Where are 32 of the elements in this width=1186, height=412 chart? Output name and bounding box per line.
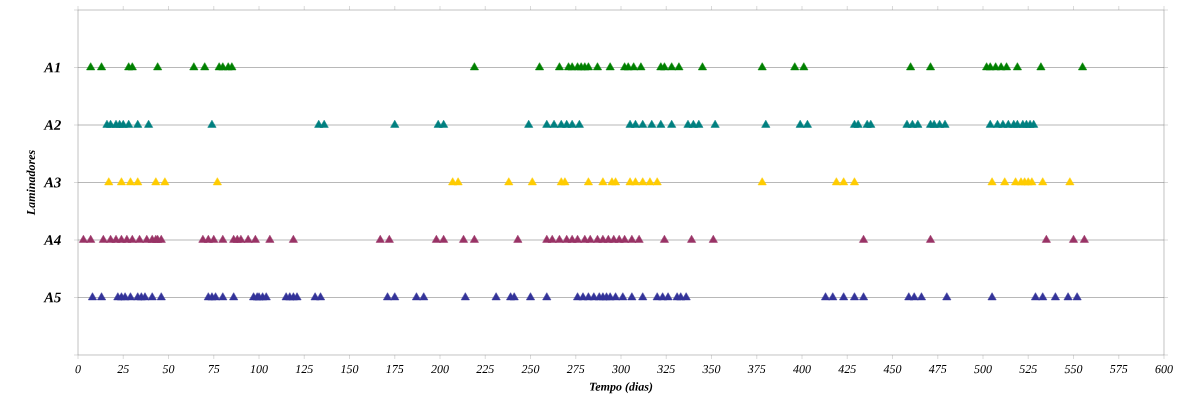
y-tick-label: A4 — [43, 235, 61, 245]
y-tick-label: A5 — [43, 292, 61, 303]
x-tick-label: 325 — [657, 365, 675, 374]
x-tick-label: 175 — [386, 365, 404, 374]
x-tick-label: 75 — [208, 365, 220, 374]
x-tick-label: 25 — [117, 365, 129, 374]
x-tick-label: 425 — [838, 365, 856, 374]
y-tick-label: A1 — [43, 62, 60, 73]
x-tick-label: 350 — [702, 365, 721, 374]
y-axis-title: Laminadores — [26, 150, 36, 216]
y-tick-label: A3 — [43, 177, 61, 188]
x-tick-label: 375 — [747, 365, 766, 374]
x-tick-label: 600 — [1155, 365, 1173, 374]
x-tick-label: 250 — [521, 365, 540, 374]
x-tick-label: 300 — [611, 365, 630, 374]
x-tick-label: 575 — [1109, 365, 1128, 374]
x-tick-label: 550 — [1064, 365, 1083, 374]
x-tick-label: 125 — [295, 365, 313, 374]
x-tick-label: 475 — [928, 365, 947, 374]
x-tick-label: 400 — [793, 365, 811, 374]
y-tick-label: A2 — [43, 120, 61, 130]
x-axis-title: Tempo (dias) — [589, 382, 653, 394]
x-tick-label: 500 — [974, 365, 992, 374]
x-tick-label: 0 — [75, 365, 81, 374]
x-tick-label: 150 — [340, 365, 359, 374]
x-tick-label: 50 — [162, 365, 175, 374]
x-tick-label: 275 — [566, 365, 585, 374]
x-tick-label: 525 — [1019, 365, 1037, 374]
x-tick-label: 100 — [250, 365, 268, 374]
x-tick-label: 200 — [431, 365, 449, 374]
x-tick-label: 450 — [883, 365, 902, 374]
x-tick-label: 225 — [476, 365, 494, 374]
